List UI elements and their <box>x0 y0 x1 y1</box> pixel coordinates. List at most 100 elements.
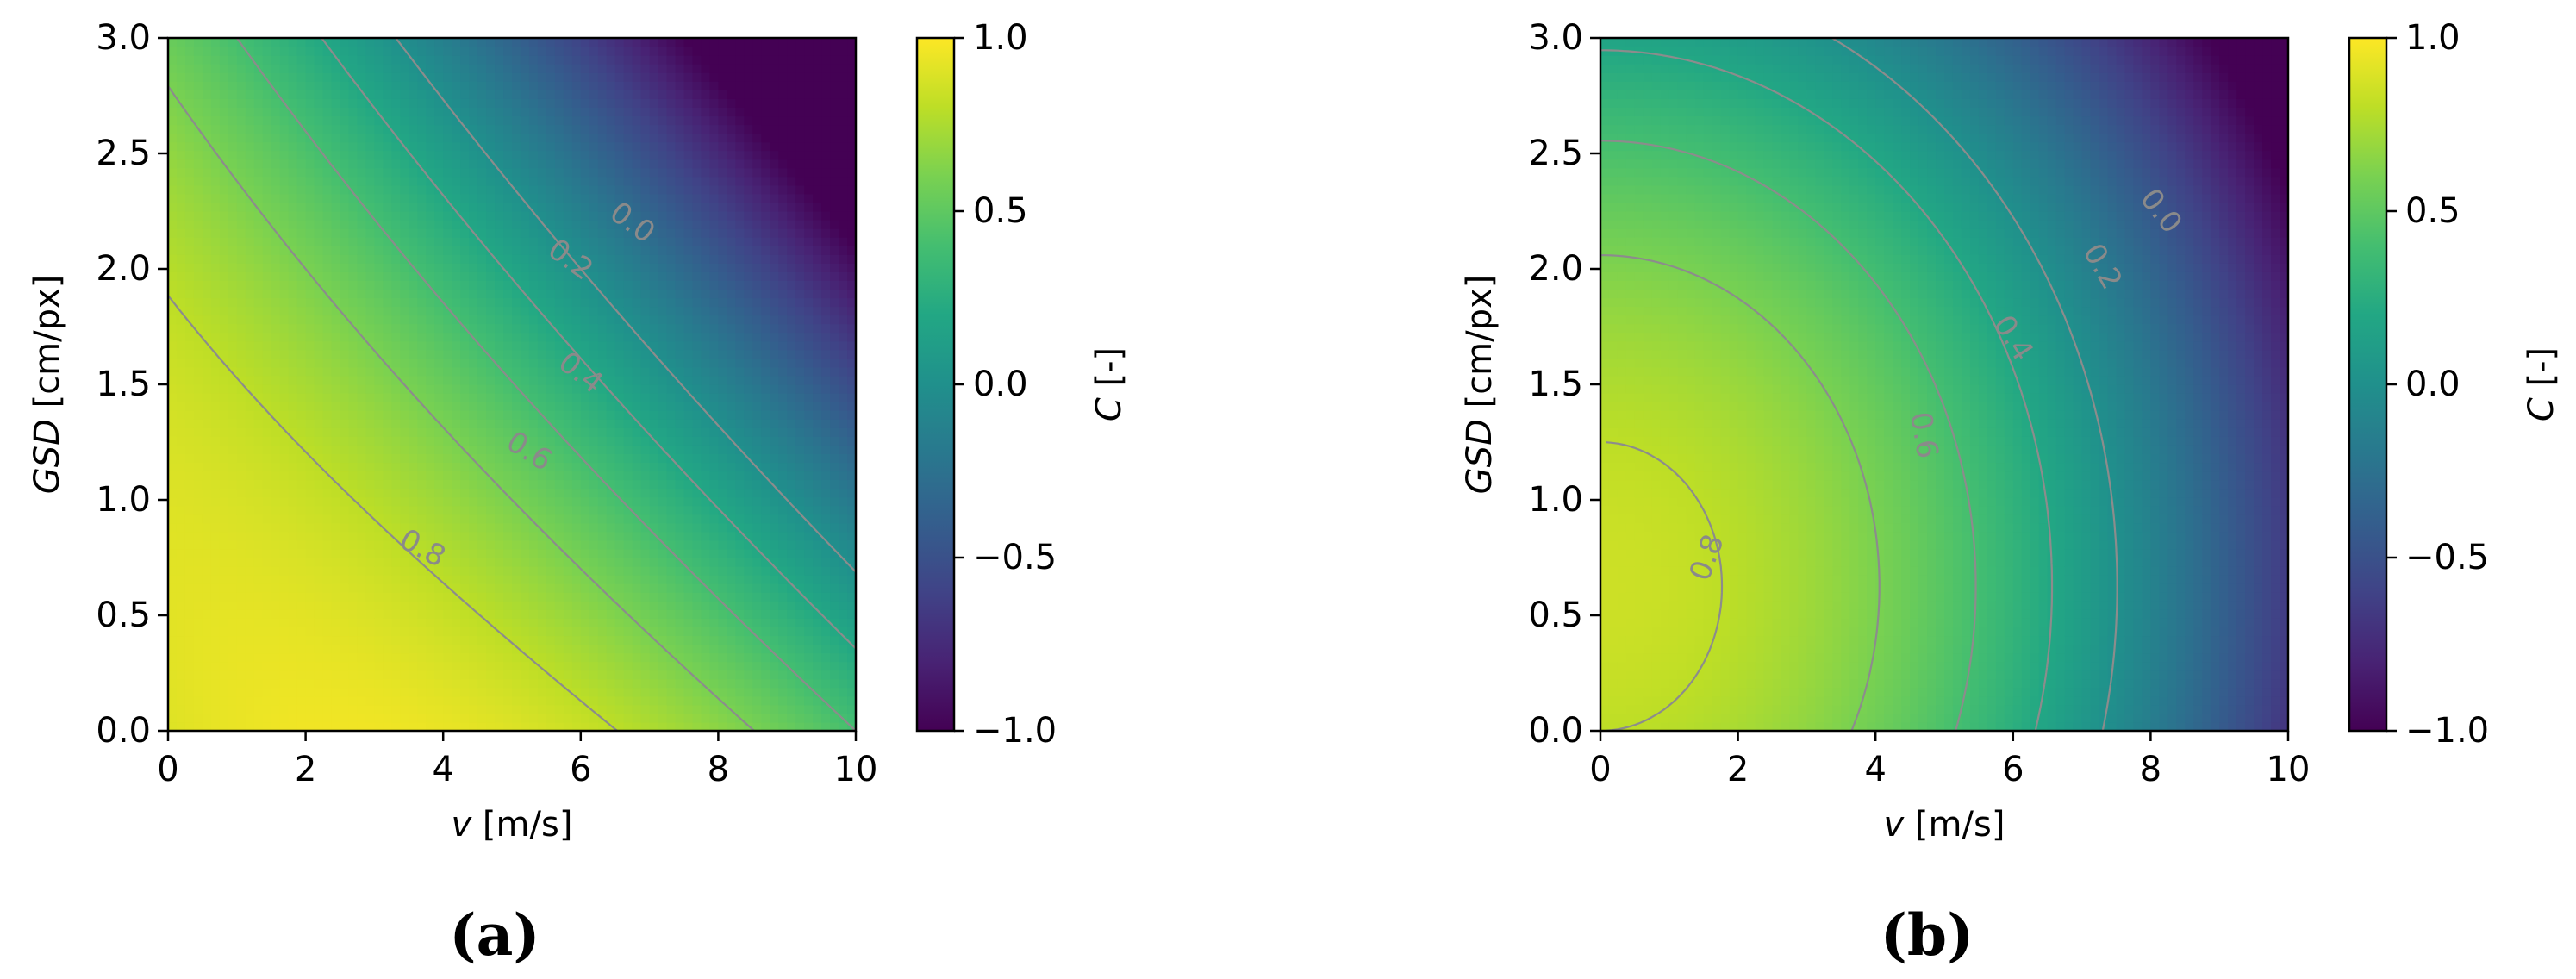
heatmap-cell <box>683 366 694 377</box>
heatmap-cell <box>176 332 186 342</box>
heatmap-cell <box>658 661 668 671</box>
heatmap-cell <box>400 419 409 428</box>
heatmap-cell <box>683 349 694 359</box>
heatmap-cell <box>503 107 513 117</box>
heatmap-cell <box>340 280 350 290</box>
heatmap-cell <box>443 90 452 99</box>
heatmap-cell <box>271 522 281 533</box>
heatmap-cell <box>469 220 478 229</box>
heatmap-cell <box>460 228 470 238</box>
heatmap-cell <box>409 514 418 524</box>
heatmap-cell <box>460 72 470 82</box>
heatmap-cell <box>571 670 582 680</box>
heatmap-cell <box>383 323 392 334</box>
heatmap-cell <box>512 124 521 134</box>
heatmap-cell <box>452 167 461 178</box>
heatmap-cell <box>202 695 212 706</box>
heatmap-cell <box>279 627 290 637</box>
heatmap-cell <box>443 124 452 134</box>
heatmap-cell <box>580 713 590 723</box>
heatmap-cell <box>675 514 685 524</box>
heatmap-cell <box>606 436 616 446</box>
heatmap-cell <box>409 462 418 472</box>
heatmap-cell <box>692 47 702 56</box>
heatmap-cell <box>528 98 539 108</box>
heatmap-cell <box>589 47 599 56</box>
heatmap-cell <box>288 133 298 143</box>
heatmap-cell <box>589 566 599 576</box>
heatmap-cell <box>228 150 238 160</box>
heatmap-cell <box>606 64 616 73</box>
heatmap-cell <box>597 419 608 428</box>
heatmap-cell <box>296 375 307 385</box>
heatmap-cell <box>512 55 521 65</box>
heatmap-cell <box>409 254 418 264</box>
heatmap-cell <box>228 228 238 238</box>
heatmap-cell <box>443 704 452 714</box>
heatmap-cell <box>597 592 608 602</box>
heatmap-cell <box>426 419 435 428</box>
heatmap-cell <box>219 670 229 680</box>
heatmap-cell <box>228 713 238 723</box>
heatmap-cell <box>348 228 359 238</box>
heatmap-cell <box>675 539 685 550</box>
heatmap-cell <box>400 558 409 567</box>
heatmap-cell <box>571 38 582 47</box>
heatmap-cell <box>426 427 435 437</box>
heatmap-cell <box>443 687 452 697</box>
heatmap-cell <box>322 159 333 169</box>
heatmap-cell <box>391 558 401 567</box>
heatmap-cell <box>184 479 195 490</box>
heatmap-cell <box>537 445 547 454</box>
heatmap-cell <box>374 90 384 99</box>
heatmap-cell <box>632 246 642 255</box>
heatmap-cell <box>288 124 298 134</box>
heatmap-cell <box>365 652 375 663</box>
heatmap-cell <box>202 159 212 169</box>
heatmap-cell <box>202 340 212 351</box>
heatmap-cell <box>253 81 264 90</box>
heatmap-cell <box>374 271 384 281</box>
heatmap-cell <box>245 254 255 264</box>
heatmap-cell <box>443 558 452 567</box>
heatmap-cell <box>495 289 504 299</box>
heatmap-cell <box>658 419 668 428</box>
heatmap-cell <box>400 297 409 308</box>
heatmap-cell <box>271 479 281 490</box>
heatmap-cell <box>253 583 264 593</box>
heatmap-cell <box>236 55 246 65</box>
heatmap-cell <box>193 592 203 602</box>
heatmap-cell <box>495 176 504 186</box>
heatmap-cell <box>460 531 470 541</box>
heatmap-cell <box>520 124 530 134</box>
heatmap-cell <box>357 721 367 732</box>
heatmap-cell <box>503 453 513 464</box>
heatmap-cell <box>692 635 702 645</box>
heatmap-cell <box>606 184 616 195</box>
heatmap-cell <box>649 38 659 47</box>
heatmap-cell <box>503 271 513 281</box>
heatmap-cell <box>168 575 178 584</box>
heatmap-cell <box>675 402 685 411</box>
heatmap-cell <box>176 176 186 186</box>
heatmap-cell <box>640 678 651 689</box>
heatmap-cell <box>614 635 625 645</box>
heatmap-cell <box>546 618 556 627</box>
heatmap-cell <box>176 167 186 178</box>
heatmap-cell <box>409 410 418 420</box>
heatmap-cell <box>296 358 307 368</box>
heatmap-cell <box>571 471 582 481</box>
heatmap-cell <box>606 115 616 126</box>
heatmap-cell <box>391 55 401 65</box>
heatmap-cell <box>314 635 324 645</box>
heatmap-cell <box>640 522 651 533</box>
heatmap-cell <box>228 124 238 134</box>
heatmap-cell <box>348 410 359 420</box>
heatmap-cell <box>348 133 359 143</box>
heatmap-cell <box>228 297 238 308</box>
heatmap-cell <box>168 115 178 126</box>
heatmap-cell <box>365 263 375 272</box>
heatmap-cell <box>640 575 651 584</box>
heatmap-cell <box>666 687 677 697</box>
heatmap-cell <box>589 453 599 464</box>
